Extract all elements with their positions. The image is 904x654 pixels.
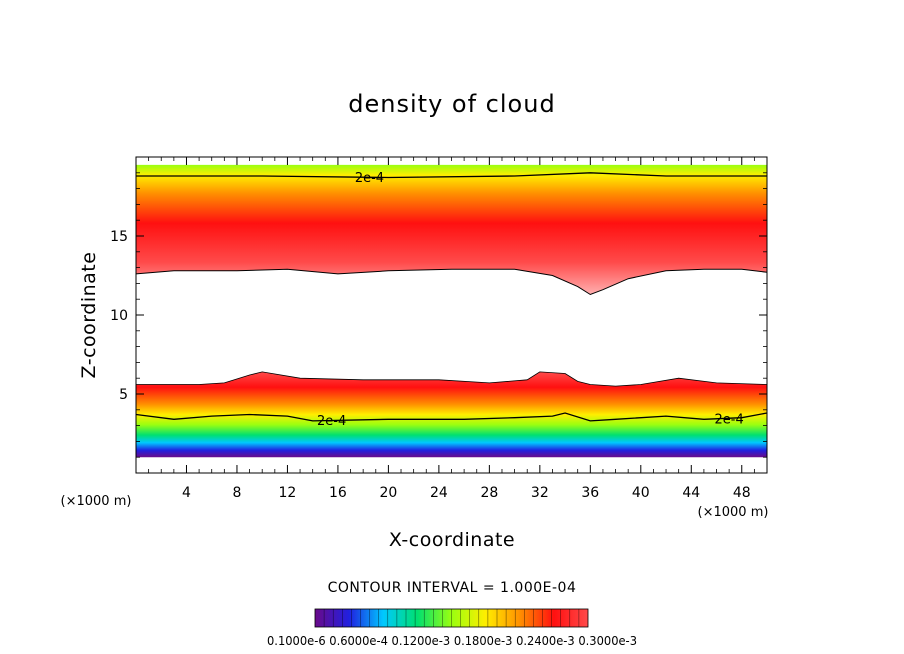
upper-cloud-base-outline xyxy=(136,268,767,296)
x-tick-label: 36 xyxy=(581,485,599,501)
y-tick-label: 15 xyxy=(110,229,128,245)
y-tick-label: 5 xyxy=(119,387,128,403)
x-tick-label: 40 xyxy=(632,485,650,501)
lower-2e-4-contour xyxy=(136,412,767,422)
upper-cloud-layer xyxy=(136,164,767,295)
y-axis-label: Z-coordinate xyxy=(78,252,100,379)
x-tick-label: 20 xyxy=(379,485,397,501)
lower-cloud-layer xyxy=(136,371,767,458)
contour-interval-text: CONTOUR INTERVAL = 1.000E-04 xyxy=(328,580,577,596)
contour-label-lower-right: 2e-4 xyxy=(715,412,744,427)
colorbar-labels: 0.1000e-6 0.6000e-4 0.1200e-3 0.1800e-3 … xyxy=(267,634,637,648)
x-tick-label: 32 xyxy=(531,485,549,501)
x-tick-label: 12 xyxy=(279,485,297,501)
x-tick-label: 24 xyxy=(430,485,448,501)
y-tick-label: 10 xyxy=(110,308,128,324)
x-tick-label: 28 xyxy=(480,485,498,501)
plot-area: 2e-4 2e-4 2e-4 xyxy=(136,157,767,473)
x-tick-label: 8 xyxy=(232,485,241,501)
x-tick-label: 44 xyxy=(682,485,700,501)
x-unit-right: (×1000 m) xyxy=(698,505,769,520)
colorbar-ticks xyxy=(323,609,580,627)
x-axis-label: X-coordinate xyxy=(389,529,515,551)
contour-label-lower-left: 2e-4 xyxy=(317,414,346,429)
contour-labels: 2e-4 2e-4 2e-4 xyxy=(317,171,744,429)
chart-title: density of cloud xyxy=(348,90,555,118)
x-tick-label: 16 xyxy=(329,485,347,501)
contour-label-upper: 2e-4 xyxy=(355,171,384,186)
lower-cloud-top-outline xyxy=(136,371,767,387)
x-tick-label: 48 xyxy=(733,485,751,501)
upper-2e-4-contour xyxy=(136,172,767,179)
y-axis-ticks: 5 10 15 xyxy=(110,172,767,458)
x-axis-ticks: 4 8 12 16 20 24 28 32 36 40 44 48 xyxy=(148,157,755,501)
x-tick-label: 4 xyxy=(182,485,191,501)
x-unit-left: (×1000 m) xyxy=(61,494,132,509)
